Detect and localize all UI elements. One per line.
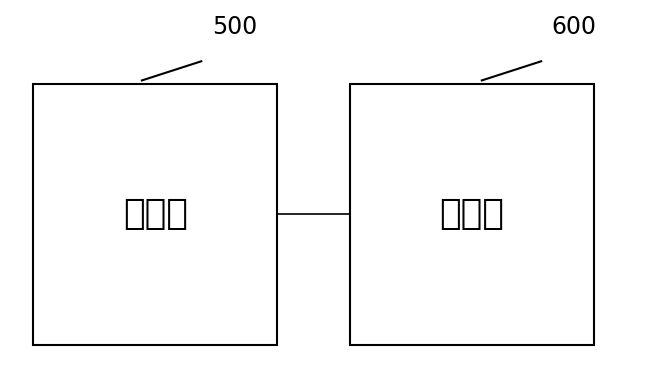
Bar — [350, 84, 594, 345]
Text: 500: 500 — [212, 15, 257, 39]
Text: 存储器: 存储器 — [123, 198, 187, 231]
Text: 600: 600 — [552, 15, 597, 39]
Text: 处理器: 处理器 — [440, 198, 504, 231]
Bar — [33, 84, 277, 345]
